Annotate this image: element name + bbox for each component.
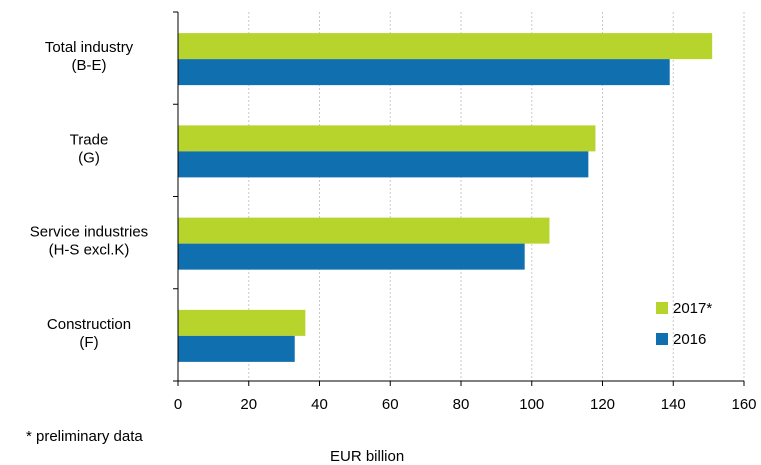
- axes: [173, 11, 745, 386]
- bar-2016-2: [178, 243, 525, 270]
- legend-swatch: [656, 333, 668, 345]
- category-label: Total industry (B-E): [45, 39, 134, 74]
- category-label: Construction (F): [47, 316, 131, 351]
- x-tick-label: 40: [311, 396, 328, 413]
- x-tick-labels: 0 20 40 60 80 100 120 140 160: [174, 396, 757, 413]
- x-tick-label: 0: [174, 396, 182, 413]
- x-tick-label: 60: [382, 396, 399, 413]
- x-tick-label: 160: [731, 396, 756, 413]
- bar-2016-0: [178, 59, 670, 86]
- legend: 2017* 2016: [656, 300, 712, 348]
- bars: [178, 33, 713, 362]
- legend-label: 2017*: [673, 300, 712, 317]
- x-tick-label: 120: [590, 396, 615, 413]
- category-labels: Total industry (B-E) Trade (G) Service indus…: [30, 39, 148, 351]
- bar-2017-3: [178, 309, 306, 336]
- bar-2016-1: [178, 151, 589, 178]
- bar-2016-3: [178, 335, 295, 362]
- bar-2017-0: [178, 33, 713, 60]
- x-axis-label: EUR billion: [330, 448, 405, 465]
- legend-swatch: [656, 302, 668, 314]
- x-tick-label: 140: [661, 396, 686, 413]
- legend-label: 2016: [673, 331, 706, 348]
- bar-2017-2: [178, 217, 550, 244]
- footnote: * preliminary data: [26, 428, 143, 445]
- x-tick-label: 80: [453, 396, 470, 413]
- x-tick-label: 20: [240, 396, 257, 413]
- category-label: Trade (G): [70, 131, 109, 166]
- category-label: Service industries (H-S excl.K): [30, 224, 148, 259]
- bar-2017-1: [178, 125, 596, 152]
- x-tick-label: 100: [519, 396, 544, 413]
